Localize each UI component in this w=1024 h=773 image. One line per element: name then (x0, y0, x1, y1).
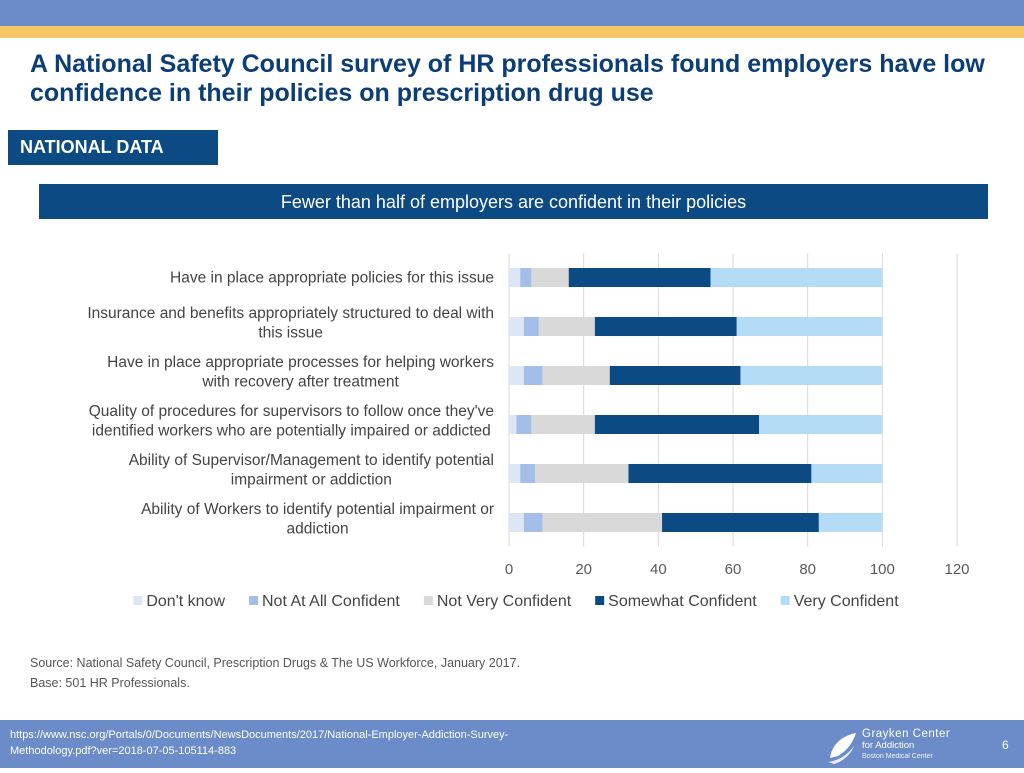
bar-segment (516, 415, 532, 434)
bar-segment (509, 464, 521, 483)
legend-swatch (133, 596, 143, 605)
x-tick-label: 0 (505, 561, 513, 578)
x-tick-label: 60 (725, 561, 742, 578)
footer-url[interactable]: https://www.nsc.org/Portals/0/Documents/… (10, 729, 509, 757)
leaf-logo-icon (828, 733, 856, 764)
bar-segment (523, 513, 543, 532)
bar-segment (531, 415, 595, 434)
top-accent-stripe (0, 26, 1024, 38)
x-tick-label: 20 (575, 561, 592, 578)
category-label: Quality of procedures for supervisors to… (89, 403, 494, 420)
legend-label: Very Confident (794, 593, 900, 610)
bar-segment (759, 415, 883, 434)
bar-segment (609, 366, 741, 385)
bar-segment (662, 513, 819, 532)
bar-segment (542, 513, 663, 532)
category-label: Ability of Supervisor/Management to iden… (129, 452, 494, 469)
x-tick-label: 120 (944, 561, 969, 578)
page-number: 6 (1002, 738, 1009, 752)
legend-swatch (249, 596, 259, 605)
legend-label: Not Very Confident (437, 593, 572, 610)
bar-segment (509, 513, 524, 532)
x-tick-label: 80 (799, 561, 816, 578)
x-tick-label: 40 (650, 561, 667, 578)
bar-segment (740, 366, 883, 385)
legend-swatch (780, 596, 790, 605)
legend-label: Somewhat Confident (608, 593, 757, 610)
bar-segment (535, 464, 629, 483)
category-label: Have in place appropriate policies for t… (170, 270, 494, 287)
logo-line-2: for Addiction (862, 740, 915, 751)
slide-title: A National Safety Council survey of HR p… (30, 50, 985, 107)
bar-segment (542, 366, 610, 385)
footer-bar (0, 720, 1024, 768)
category-label: Ability of Workers to identify potential… (141, 501, 494, 518)
bar-segment (594, 317, 737, 336)
bar-segment (710, 268, 883, 287)
top-band (0, 0, 1024, 26)
bar-segment (509, 415, 517, 434)
logo-line-3: Boston Medical Center (862, 753, 933, 760)
bar-segment (509, 366, 524, 385)
category-label: identified workers who are potentially i… (92, 422, 491, 439)
bar-segment (818, 513, 883, 532)
legend-swatch (595, 596, 605, 605)
category-label: Have in place appropriate processes for … (107, 354, 494, 371)
bar-segment (520, 464, 536, 483)
bar-segment (509, 317, 524, 336)
bar-segment (531, 268, 569, 287)
logo-line-1: Grayken Center (862, 728, 951, 740)
bar-segment (736, 317, 883, 336)
bar-segment (594, 415, 760, 434)
chart-banner: Fewer than half of employers are confide… (39, 184, 988, 219)
bar-segment (509, 268, 521, 287)
x-tick-label: 100 (870, 561, 895, 578)
bar-segment (538, 317, 595, 336)
category-label: impairment or addiction (231, 471, 392, 488)
category-label: Insurance and benefits appropriately str… (87, 305, 494, 322)
legend-label: Not At All Confident (262, 593, 400, 610)
bar-segment (568, 268, 711, 287)
bar-segment (523, 317, 539, 336)
category-label: addiction (287, 520, 349, 537)
bar-segment (520, 268, 532, 287)
bar-segment (811, 464, 883, 483)
category-label: this issue (258, 324, 323, 341)
legend-label: Don't know (146, 593, 225, 610)
bar-segment (628, 464, 812, 483)
category-label: with recovery after treatment (201, 373, 399, 390)
section-label: NATIONAL DATA (8, 130, 218, 165)
legend-swatch (423, 596, 433, 605)
grayken-logo: Grayken Center for Addiction Boston Medi… (826, 724, 966, 768)
stacked-bar-chart: Have in place appropriate policies for t… (87, 253, 970, 610)
source-note: Source: National Safety Council, Prescri… (30, 656, 521, 690)
bar-segment (523, 366, 543, 385)
